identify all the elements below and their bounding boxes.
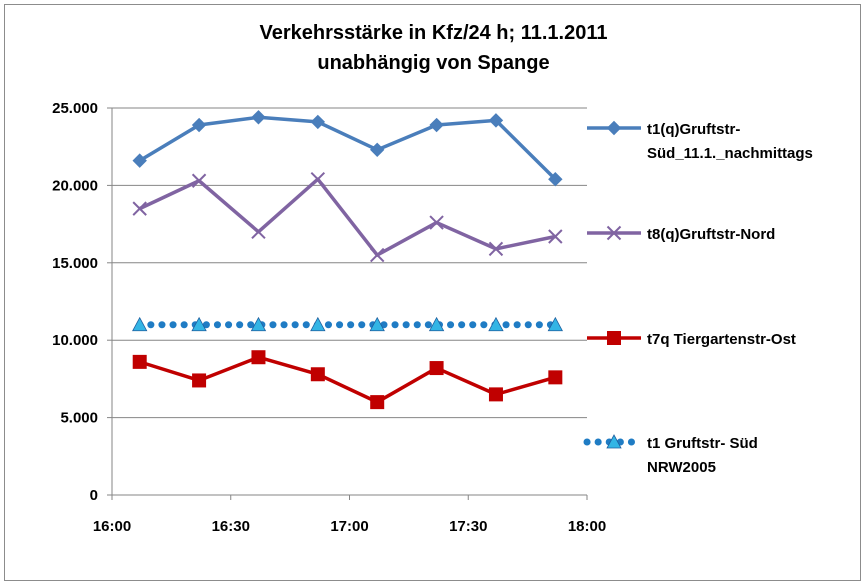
legend-marker-stroke [606, 225, 622, 241]
chart-subtitle: unabhängig von Spange [317, 52, 550, 74]
data-point [428, 316, 445, 332]
legend-marker [606, 120, 622, 136]
data-point [310, 172, 326, 187]
y-tick-label: 20.000 [52, 177, 98, 194]
legend-label: t1(q)Gruftstr- [647, 121, 740, 138]
x-tick-label: 16:00 [93, 518, 131, 535]
y-tick-label: 15.000 [52, 255, 98, 272]
series-line [139, 355, 556, 404]
legend-marker [607, 331, 621, 345]
data-point [191, 173, 207, 188]
series-line [138, 115, 557, 181]
x-tick-label: 18:00 [568, 518, 606, 535]
data-point [548, 172, 563, 187]
legend-label: t8(q)Gruftstr-Nord [647, 226, 775, 243]
data-point [310, 367, 325, 382]
data-point [429, 215, 444, 230]
data-point [547, 316, 564, 332]
data-point [369, 316, 385, 332]
chart-title: Verkehrsstärke in Kfz/24 h; 11.1.2011 [259, 22, 608, 44]
data-point [192, 373, 207, 388]
legend-item-4: t1 Gruftstr- Süd NRW2005 [583, 434, 758, 476]
series-line [138, 177, 556, 257]
legend-label: NRW2005 [647, 459, 716, 476]
legend-item-2: t8(q)Gruftstr-Nord [587, 225, 775, 243]
data-point-stroke [548, 229, 563, 244]
data-point [429, 117, 444, 133]
data-point [548, 370, 563, 385]
data-point [251, 224, 266, 240]
data-point-stroke [370, 247, 385, 263]
legend-item-3: t7q Tiergartenstr-Ost [587, 331, 796, 348]
legend-label: t1 Gruftstr- Süd [647, 435, 758, 452]
x-tick-label: 16:30 [212, 518, 250, 535]
legend-marker [606, 225, 622, 241]
data-point [132, 201, 147, 216]
legend-label: Süd_11.1._nachmittags [647, 145, 813, 162]
data-point [370, 395, 385, 410]
data-point-stroke [251, 224, 266, 240]
data-point [132, 354, 147, 369]
chart-frame [4, 4, 861, 581]
data-point-stroke [132, 201, 147, 216]
x-tick-label: 17:00 [330, 518, 368, 535]
data-point [132, 153, 147, 168]
data-point [250, 316, 267, 332]
data-point [370, 247, 385, 263]
series-1 [132, 110, 563, 187]
axes: 0 5.000 10.000 15.000 20.000 25.000 16:00 16:30… [52, 100, 606, 535]
y-tick-label: 0 [90, 487, 98, 504]
data-point-stroke [429, 215, 444, 230]
y-tick-label: 10.000 [52, 332, 98, 349]
data-point [548, 229, 563, 244]
data-point [488, 387, 503, 402]
series-3 [132, 350, 563, 410]
data-point-stroke [488, 241, 504, 257]
data-point-stroke [191, 173, 207, 188]
data-point [488, 113, 504, 128]
data-point [251, 350, 266, 365]
grid-lines [112, 107, 587, 419]
series-4 [132, 316, 564, 332]
y-tick-label: 5.000 [60, 410, 98, 427]
legend: t1(q)Gruftstr- Süd_11.1._nachmittags t8(q)… [583, 120, 813, 476]
data-point [191, 117, 207, 133]
legend-item-1: t1(q)Gruftstr- Süd_11.1._nachmittags [587, 120, 813, 162]
data-point [488, 316, 504, 332]
x-tick-label: 17:30 [449, 518, 487, 535]
data-point [132, 316, 148, 332]
data-point [488, 241, 504, 257]
data-point-stroke [310, 172, 326, 187]
data-point [191, 316, 207, 332]
data-point [310, 114, 326, 130]
data-point [251, 110, 266, 125]
data-point [310, 316, 326, 332]
series-2 [132, 172, 563, 263]
legend-label: t7q Tiergartenstr-Ost [647, 331, 796, 348]
data-point [370, 142, 385, 158]
data-point [429, 361, 444, 376]
y-tick-label: 25.000 [52, 100, 98, 117]
series-group [132, 110, 564, 410]
legend-marker [606, 434, 622, 449]
